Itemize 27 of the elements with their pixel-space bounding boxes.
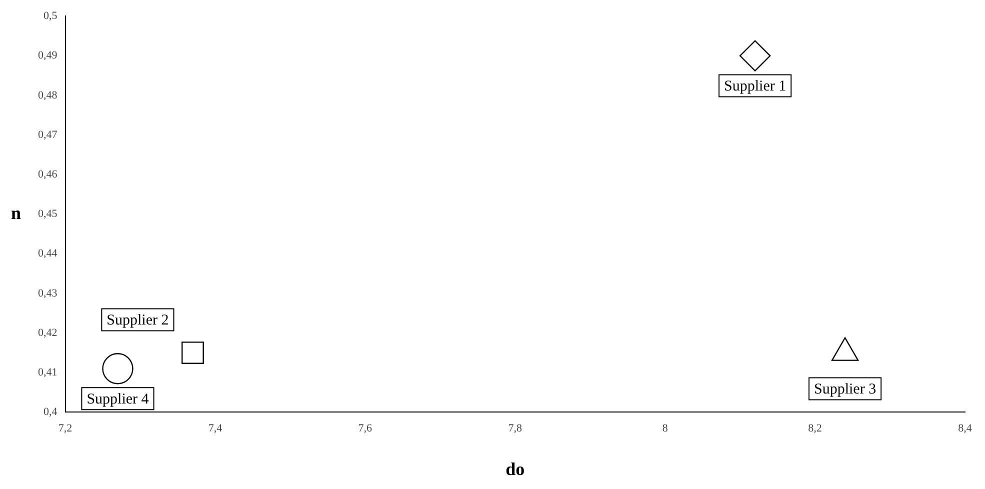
x-tick-label: 8,4 [958,422,972,435]
point [739,40,771,72]
series-label: Supplier 2 [106,312,169,329]
point [182,342,204,364]
y-tick-label: 0,46 [38,168,58,180]
x-tick-label: 8 [662,422,668,435]
y-tick-label: 0,4 [44,406,58,418]
series-label: Supplier 4 [86,392,150,408]
x-axis-title: do [506,458,525,479]
y-tick-label: 0,44 [38,248,58,260]
x-tick-label: 7,4 [208,422,223,435]
y-tick-label: 0,5 [44,10,58,22]
x-tick-label: 7,6 [358,422,373,435]
x-tick-label: 7,2 [58,422,72,435]
x-tick-label: 8,2 [808,422,822,435]
x-tick-label: 7,8 [508,422,522,435]
series-label: Supplier 3 [814,382,876,398]
y-tick-label: 0,42 [38,326,58,339]
y-tick-label: 0,49 [38,50,58,62]
y-tick-label: 0,45 [38,208,58,220]
y-tick-label: 0,48 [38,89,58,102]
y-tick-label: 0,41 [38,366,58,378]
series-label: Supplier 1 [724,78,786,95]
y-tick-label: 0,43 [38,287,58,300]
y-axis-title: n [10,202,22,223]
y-tick-label: 0,47 [38,128,58,141]
point [102,353,134,384]
